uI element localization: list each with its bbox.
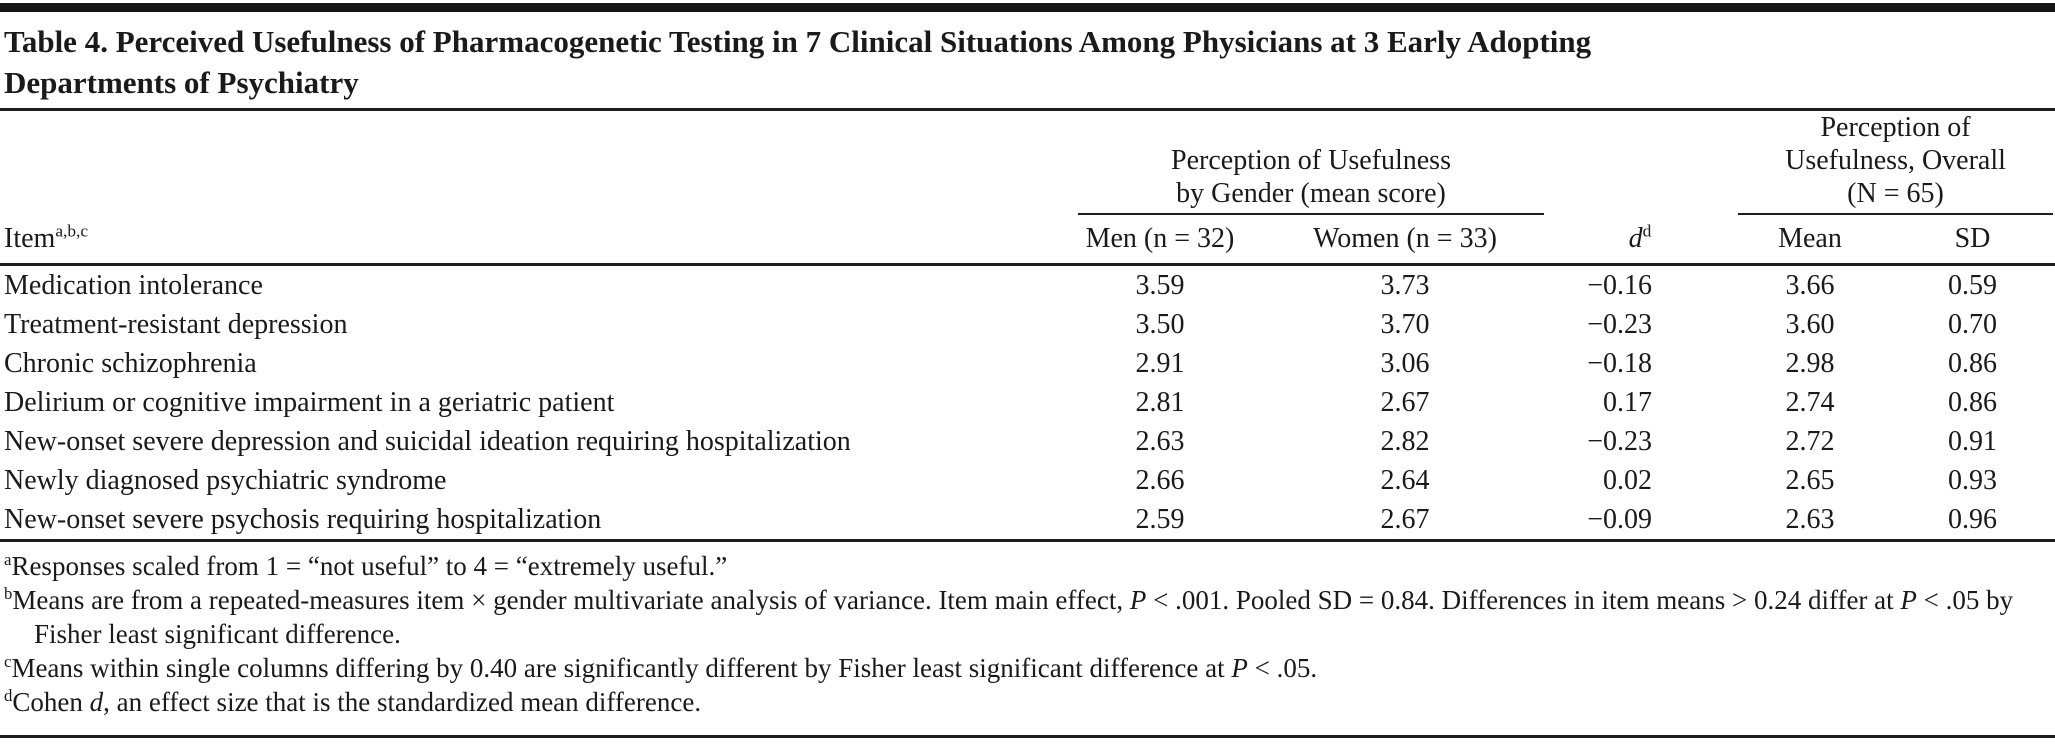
d-value: −0.23: [1587, 309, 1652, 340]
d-value: −0.09: [1550, 500, 1730, 542]
mean-value: 2.74: [1785, 387, 1835, 418]
item-cell: Newly diagnosed psychiatric syndrome: [4, 465, 447, 496]
item-cell: Delirium or cognitive impairment in a ge…: [4, 387, 615, 418]
women-value: 2.67: [1380, 387, 1430, 418]
men-value: 2.91: [1135, 348, 1185, 379]
mean-value: 2.65: [1785, 465, 1835, 496]
table-row: New-onset severe depression and suicidal…: [0, 422, 2055, 461]
mean-value: 2.98: [1785, 348, 1835, 379]
d-value: 0.17: [1603, 387, 1652, 418]
d-header-superscript: d: [1642, 221, 1652, 241]
gender-group-line1: Perception of Usefulness: [1171, 145, 1451, 176]
footnote-b: bMeans are from a repeated-measures item…: [4, 584, 2014, 649]
d-value: −0.23: [1587, 426, 1652, 457]
mean-value: 3.60: [1785, 309, 1835, 340]
men-value: 2.63: [1135, 426, 1185, 457]
table-title-line2: Departments of Psychiatry: [4, 65, 359, 100]
overall-group-line1: Perception of: [1820, 112, 1971, 143]
men-value: 3.59: [1135, 270, 1185, 301]
item-cell: Medication intolerance: [4, 270, 263, 301]
mean-value: 3.66: [1785, 270, 1835, 301]
women-column-header: Women (n = 33): [1260, 215, 1550, 266]
women-value: 2.67: [1260, 500, 1550, 542]
sd-value: 0.96: [1890, 500, 2055, 542]
item-cell: Chronic schizophrenia: [4, 348, 257, 379]
d-header-spacer: [1550, 111, 1730, 215]
title-divider-rule: [0, 108, 2055, 111]
item-cell: New-onset severe depression and suicidal…: [4, 426, 851, 457]
men-value: 2.66: [1135, 465, 1185, 496]
overall-group-line3: (N = 65): [1847, 178, 1944, 209]
sd-value: 0.91: [1948, 426, 1997, 457]
column-header-row: Itema,b,c Men (n = 32) Women (n = 33) dd…: [0, 215, 2055, 266]
table-row: Treatment-resistant depression 3.50 3.70…: [0, 305, 2055, 344]
d-value: 0.02: [1603, 465, 1652, 496]
d-column-header: dd: [1550, 215, 1730, 266]
footnote-c: cMeans within single columns differing b…: [4, 652, 1318, 683]
item-cell: New-onset severe psychosis requiring hos…: [0, 500, 1060, 542]
women-value: 3.06: [1380, 348, 1430, 379]
mean-column-header: Mean: [1730, 215, 1890, 266]
sd-value: 0.86: [1948, 387, 1997, 418]
sd-column-header: SD: [1890, 215, 2055, 266]
overall-group-header: Perception of Usefulness, Overall (N = 6…: [1730, 111, 2055, 215]
bottom-rule: [0, 735, 2055, 738]
table-row: Newly diagnosed psychiatric syndrome 2.6…: [0, 461, 2055, 500]
footnote-a: aResponses scaled from 1 = “not useful” …: [4, 550, 728, 581]
item-header-superscript: a,b,c: [55, 221, 89, 241]
group-header-row: Perception of Usefulness by Gender (mean…: [0, 111, 2055, 215]
sd-value: 0.93: [1948, 465, 1997, 496]
table-row: Medication intolerance 3.59 3.73 −0.16 3…: [0, 265, 2055, 306]
table-row: Chronic schizophrenia 2.91 3.06 −0.18 2.…: [0, 344, 2055, 383]
table-row: Delirium or cognitive impairment in a ge…: [0, 383, 2055, 422]
table-title-line1: Table 4. Perceived Usefulness of Pharmac…: [4, 24, 1592, 59]
results-table: Perception of Usefulness by Gender (mean…: [0, 111, 2055, 542]
sd-value: 0.70: [1948, 309, 1997, 340]
women-value: 3.73: [1380, 270, 1430, 301]
item-column-header: Itema,b,c: [0, 215, 1060, 266]
item-header-spacer: [0, 111, 1060, 215]
sd-value: 0.59: [1948, 270, 1997, 301]
men-value: 2.81: [1135, 387, 1185, 418]
women-value: 3.70: [1380, 309, 1430, 340]
women-value: 2.82: [1380, 426, 1430, 457]
gender-group-line2: by Gender (mean score): [1176, 178, 1446, 209]
men-value: 2.59: [1060, 500, 1260, 542]
table-row: New-onset severe psychosis requiring hos…: [0, 500, 2055, 542]
top-thick-rule: [0, 3, 2055, 12]
sd-value: 0.86: [1948, 348, 1997, 379]
d-value: −0.18: [1587, 348, 1652, 379]
men-value: 3.50: [1135, 309, 1185, 340]
women-value: 2.64: [1380, 465, 1430, 496]
d-value: −0.16: [1587, 270, 1652, 301]
footnotes-block: aResponses scaled from 1 = “not useful” …: [0, 542, 2055, 719]
men-column-header: Men (n = 32): [1060, 215, 1260, 266]
overall-group-line2: Usefulness, Overall: [1785, 145, 2006, 176]
footnote-d: dCohen d, an effect size that is the sta…: [4, 686, 702, 717]
table-title: Table 4. Perceived Usefulness of Pharmac…: [0, 12, 2055, 108]
mean-value: 2.63: [1730, 500, 1890, 542]
gender-group-header: Perception of Usefulness by Gender (mean…: [1060, 111, 1550, 215]
mean-value: 2.72: [1785, 426, 1835, 457]
item-cell: Treatment-resistant depression: [4, 309, 348, 340]
